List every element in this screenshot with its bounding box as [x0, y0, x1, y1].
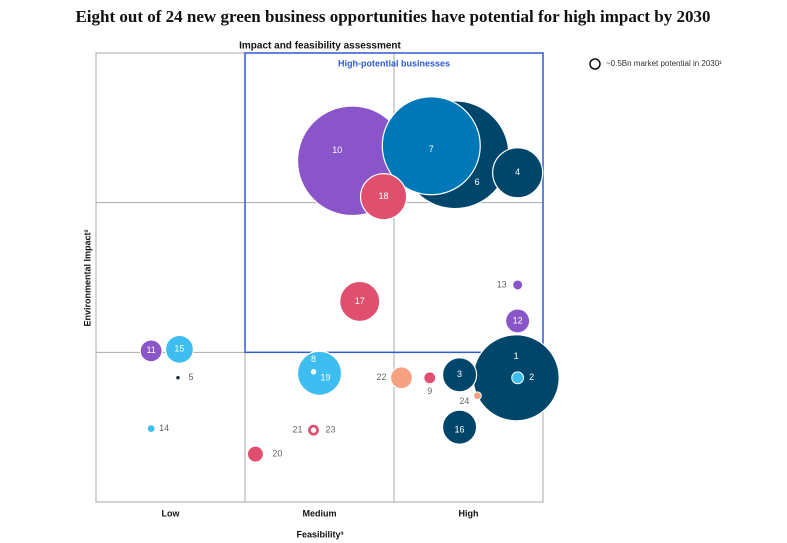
bubble [492, 147, 544, 199]
chart-title: Eight out of 24 new green business oppor… [75, 7, 710, 26]
bubble-label: 24 [459, 396, 469, 406]
bubble-label: 18 [379, 191, 389, 201]
bubble-label: 1 [514, 351, 519, 361]
bubble-label: 20 [272, 448, 282, 458]
bubble-label: 2 [529, 372, 534, 382]
bubble [359, 173, 408, 221]
bubble [296, 350, 343, 396]
bubble-label: 12 [513, 315, 523, 325]
bubble-label: 14 [159, 423, 169, 433]
bubble-label: 23 [326, 425, 336, 435]
bubble [310, 369, 317, 375]
bubble [339, 280, 381, 323]
bubble [512, 279, 524, 291]
bubble [511, 371, 525, 385]
bubble-label: 13 [497, 279, 507, 289]
bubble-label: 3 [457, 369, 462, 379]
x-tick-label: Medium [302, 508, 336, 518]
bubble [441, 409, 478, 445]
bubble-label: 6 [475, 177, 480, 187]
bubble [139, 339, 163, 363]
bubble-label: 22 [376, 372, 386, 382]
bubble [246, 445, 265, 463]
bubble [441, 357, 478, 393]
bubble [164, 334, 195, 364]
bubble-label: 16 [455, 425, 465, 435]
bubble-label: 4 [515, 167, 520, 177]
bubble-label: 7 [429, 144, 434, 154]
x-axis-label: Feasibility³ [296, 529, 343, 539]
bubble [389, 366, 414, 390]
chart-subtitle: Impact and feasibility assessment [239, 41, 401, 52]
bubble [175, 375, 181, 381]
bubble-label: 21 [293, 425, 303, 435]
bubble-label: 19 [320, 373, 330, 383]
legend-marker [589, 58, 601, 70]
x-tick-label: Low [162, 508, 181, 518]
highlight-label: High-potential businesses [338, 58, 450, 68]
legend-label: ~0.5Bn market potential in 2030¹ [606, 59, 722, 68]
highlight-box [244, 52, 544, 354]
bubble [473, 391, 482, 401]
bubble-label: 17 [355, 296, 365, 306]
bubble-label: 8 [311, 354, 316, 364]
bubble-label: 9 [427, 386, 432, 396]
bubble [146, 424, 156, 434]
bubble [423, 371, 437, 385]
bubble [381, 96, 481, 196]
bubble [505, 308, 531, 334]
bubble [310, 427, 317, 433]
y-axis-label: Environmental Impact² [82, 229, 92, 326]
bubble-label: 5 [188, 372, 193, 382]
bubble-label: 10 [332, 145, 342, 155]
bubble-label: 11 [146, 345, 155, 355]
bubble-label: 15 [174, 344, 184, 354]
x-tick-label: High [459, 508, 479, 518]
